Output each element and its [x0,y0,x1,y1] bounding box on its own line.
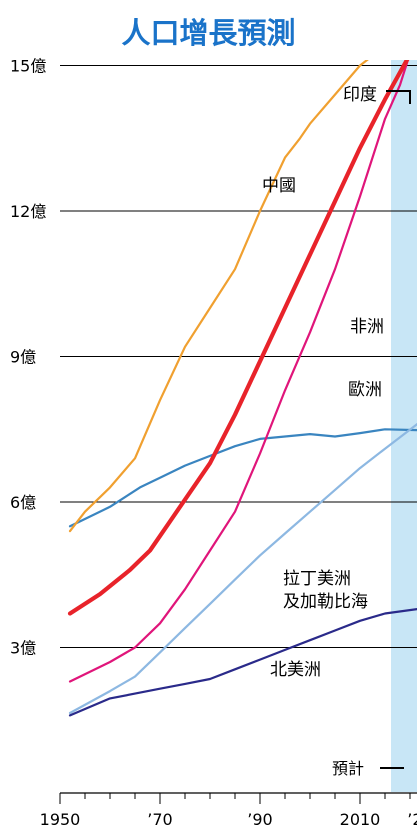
projection-band [391,60,417,792]
chart-title: 人口增長預測 [121,16,296,50]
series-line [68,428,417,528]
series-line [68,422,417,715]
y-tick-label: 9億 [10,348,36,367]
y-tick-label: 12億 [10,202,46,221]
series-label: 印度 [343,85,377,105]
series-label: 北美洲 [270,660,321,680]
y-tick-label: 15億 [10,57,46,76]
y-tick-label: 3億 [10,639,36,658]
x-tick-label: 2010 [340,810,381,829]
series-line [68,60,410,683]
series-line [68,608,417,717]
x-tick-label: ’22 [407,810,417,829]
series-label: 中國 [262,176,296,196]
projection-label: 預計 [332,759,364,778]
series-label: 非洲 [350,317,384,337]
x-tick-label: 1950 [40,810,81,829]
series-label: 拉丁美洲及加勒比海 [283,569,368,612]
x-tick-label: ’90 [247,810,272,829]
series-label: 歐洲 [348,380,382,400]
x-tick-label: ’70 [147,810,172,829]
india-callout [386,90,411,104]
y-tick-label: 6億 [10,493,36,512]
series-line [67,60,410,616]
series-line [68,60,369,533]
